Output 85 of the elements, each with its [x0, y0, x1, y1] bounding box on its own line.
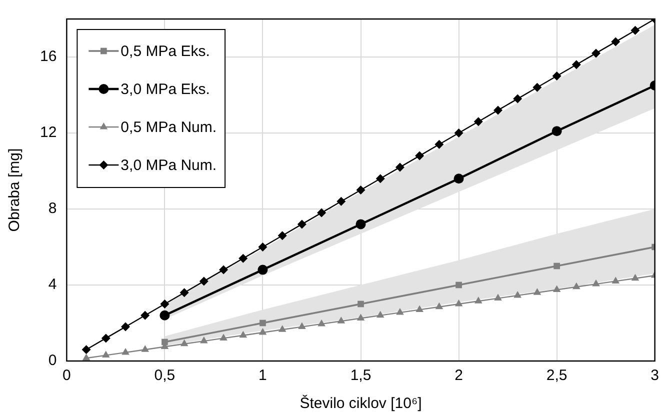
point — [396, 308, 404, 315]
point — [611, 37, 620, 46]
point — [376, 174, 385, 184]
point — [494, 294, 502, 301]
point — [552, 126, 562, 136]
point — [474, 296, 482, 304]
point — [552, 72, 562, 80]
y-axis-title: Obraba [mg] — [6, 148, 24, 232]
point — [493, 106, 502, 115]
point — [395, 162, 404, 172]
point — [122, 348, 130, 355]
point — [82, 354, 90, 360]
point — [199, 276, 208, 286]
point — [592, 48, 601, 58]
point — [356, 219, 366, 230]
point — [552, 285, 561, 292]
legend-label: 3,0 MPa Num. — [120, 157, 217, 174]
point — [631, 274, 640, 281]
point — [140, 310, 150, 320]
point — [435, 302, 444, 310]
point — [572, 282, 580, 290]
x-tick-label: 2,5 — [546, 367, 568, 384]
y-tick-label: 16 — [40, 48, 57, 66]
point — [415, 151, 424, 160]
point — [456, 282, 462, 288]
point — [356, 314, 365, 320]
point — [278, 231, 287, 240]
point — [260, 320, 266, 326]
point — [612, 276, 620, 284]
point — [454, 128, 464, 138]
y-tick-label: 4 — [48, 276, 57, 294]
point — [513, 94, 522, 104]
point — [532, 82, 542, 92]
x-axis-title: Število ciklov [10⁶] — [300, 394, 422, 412]
point — [630, 26, 640, 35]
point — [474, 117, 483, 126]
point — [160, 300, 170, 308]
y-tick-label: 12 — [40, 124, 57, 142]
point — [141, 345, 149, 352]
x-tick-label: 0 — [62, 367, 71, 384]
point — [358, 300, 364, 308]
point — [160, 310, 170, 320]
x-tick-label: 0,5 — [154, 367, 176, 384]
point — [162, 338, 168, 346]
point — [82, 345, 91, 354]
point — [180, 288, 189, 298]
point — [258, 328, 267, 335]
point — [554, 262, 560, 270]
point — [180, 339, 188, 346]
point — [298, 322, 306, 330]
point — [101, 334, 110, 343]
legend-label: 0,5 MPa Num. — [120, 119, 217, 136]
point — [238, 254, 248, 263]
y-tick-label: 8 — [48, 200, 57, 218]
point — [356, 186, 366, 194]
point — [102, 350, 110, 358]
x-tick-label: 1 — [258, 367, 267, 384]
point — [318, 319, 326, 326]
point — [434, 140, 444, 149]
point — [416, 305, 424, 312]
point — [258, 242, 268, 252]
point — [220, 334, 228, 340]
point — [278, 325, 286, 332]
legend-label: 3,0 MPa Eks. — [120, 81, 210, 98]
point — [336, 196, 346, 206]
point — [592, 280, 600, 286]
point — [239, 330, 248, 338]
x-tick-label: 2 — [454, 367, 463, 384]
point — [297, 220, 306, 229]
legend-label: 0,5 MPa Eks. — [120, 43, 210, 60]
point — [514, 290, 522, 298]
point — [121, 322, 130, 332]
point — [200, 336, 208, 344]
point — [533, 288, 542, 295]
point — [317, 208, 326, 218]
point — [337, 316, 346, 324]
point — [454, 300, 463, 306]
x-tick-label: 1,5 — [350, 367, 372, 384]
y-tick-label: 0 — [48, 352, 57, 370]
point — [219, 265, 228, 274]
x-tick-label: 3 — [650, 367, 659, 384]
point — [572, 60, 581, 70]
point — [454, 174, 464, 184]
point — [258, 264, 268, 275]
point — [376, 310, 384, 318]
